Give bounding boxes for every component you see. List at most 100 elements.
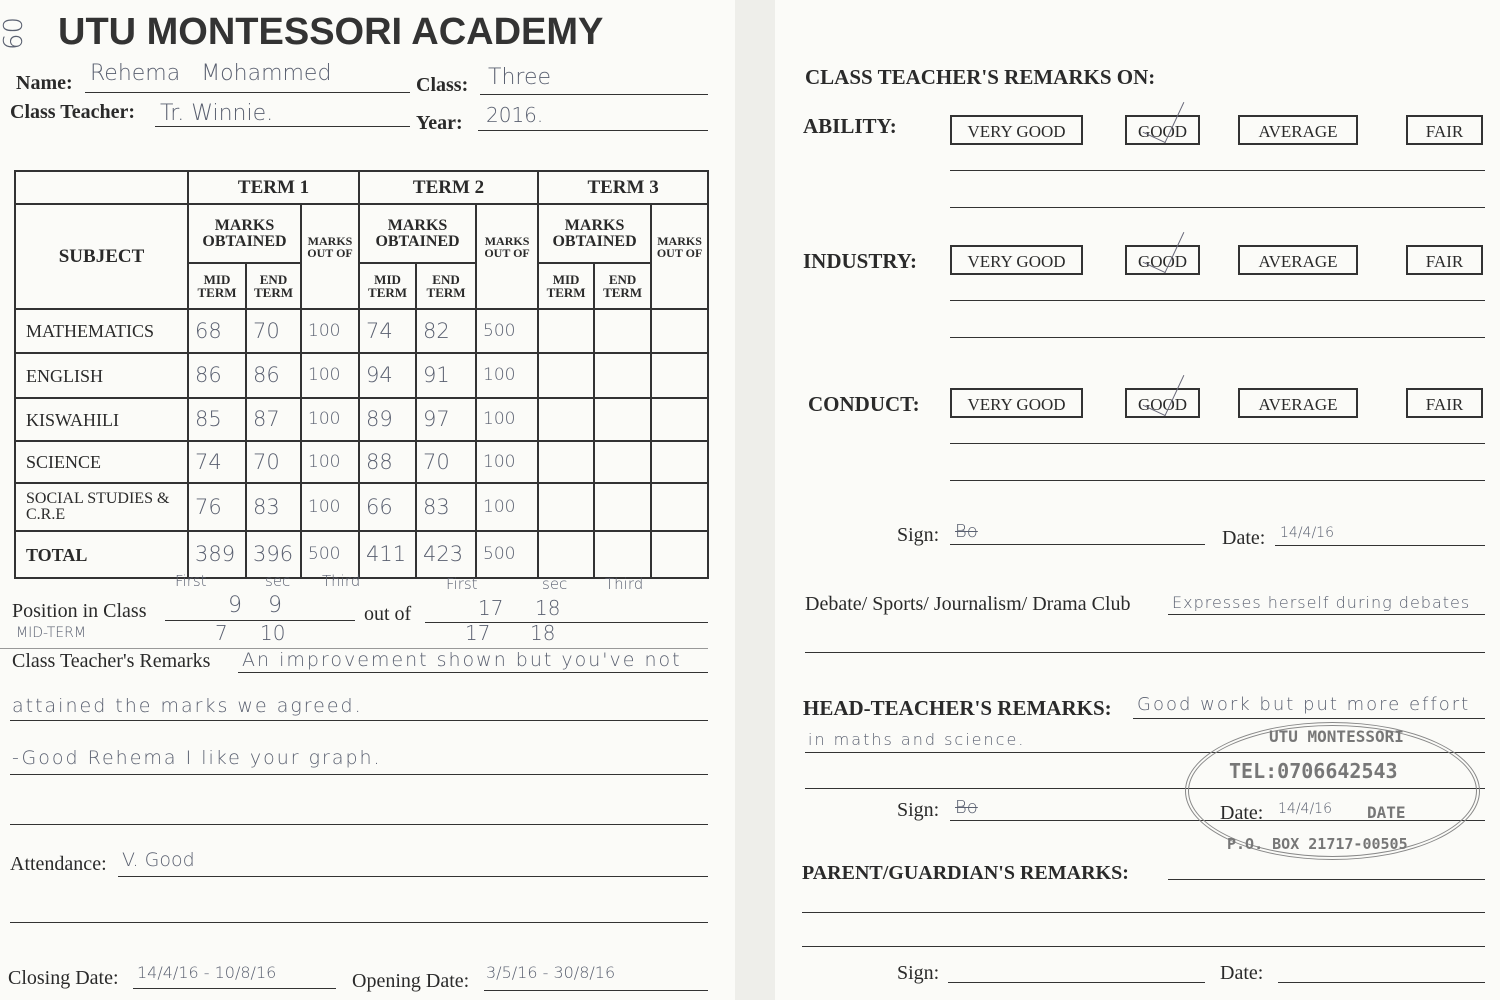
rating-option-fair[interactable]: FAIR [1406,115,1483,145]
teacher-label: Class Teacher: [10,101,135,123]
term2-header: TERM 2 [358,170,540,205]
class-teacher-remarks-label: Class Teacher's Remarks [12,650,211,672]
mid-out-second: 18 [530,621,556,645]
mark-cell: 82 [415,308,478,354]
mark-cell: 100 [475,482,540,532]
mark-cell [650,397,710,442]
subject-cell: SCIENCE [14,440,189,484]
rating-option-fair[interactable]: FAIR [1406,388,1483,418]
name-label: Name: [16,72,73,94]
mark-cell [537,308,596,354]
rating-option-good[interactable]: GOOD [1125,388,1200,418]
subject-header: SUBJECT [14,203,189,310]
mark-cell [537,440,596,484]
mark-cell: 100 [299,397,361,442]
table-row: SOCIAL STUDIES & C.R.E 76 83 100 66 83 100 [14,482,710,532]
marks-obtained-header: MARKS OBTAINED [187,203,302,264]
mark-cell: 85 [187,397,247,442]
mark-cell: 74 [358,308,418,354]
teacher-value: Tr. Winnie. [160,101,274,126]
mark-cell [650,308,710,354]
parent-sign-label: Sign: [897,962,940,984]
opening-date-label: Opening Date: [352,970,470,992]
closing-date-value: 14/4/16 - 10/8/16 [137,963,277,982]
head-signature: Bo [955,797,978,818]
mark-cell: 70 [415,440,478,484]
closing-date-label: Closing Date: [8,967,119,989]
mark-cell: 97 [415,397,478,442]
table-row: ENGLISH 86 86 100 94 91 100 [14,352,710,399]
mark-cell: 88 [358,440,418,484]
rating-option-fair[interactable]: FAIR [1406,245,1483,275]
class-label: Class: [416,74,469,96]
school-stamp: UTU MONTESSORI TEL:0706642543 DATE P.O. … [1185,722,1480,860]
teacher-sign-label: Sign: [897,524,940,546]
mark-cell: 86 [245,352,302,399]
mark-cell: 389 [187,530,247,579]
club-label: Debate/ Sports/ Journalism/ Drama Club [805,593,1131,615]
rating-option-very-good[interactable]: VERY GOOD [950,388,1083,418]
rating-option-very-good[interactable]: VERY GOOD [950,115,1083,145]
mark-cell [593,440,653,484]
rating-label: ABILITY: [803,114,897,138]
mark-cell: 100 [299,308,361,354]
subject-cell: SOCIAL STUDIES & C.R.E [14,482,189,532]
first-term-note: First [446,575,478,593]
marks-table: TERM 1 TERM 2 TERM 3 SUBJECT MARKS OBTAINE… [14,170,710,579]
mark-cell [650,530,710,579]
mark-cell [537,482,596,532]
mid-term-header: MID TERM [537,262,596,310]
rating-option-average[interactable]: AVERAGE [1238,115,1358,145]
stamp-tel: TEL:0706642543 [1229,759,1398,783]
mark-cell: 70 [245,308,302,354]
mark-cell: 411 [358,530,418,579]
mark-cell: 500 [475,308,540,354]
marks-obtained-header: MARKS OBTAINED [358,203,478,264]
out-of-label: out of [364,603,412,625]
third-term-note: Third [605,575,644,593]
mark-cell [593,482,653,532]
rating-option-average[interactable]: AVERAGE [1238,388,1358,418]
opening-date-value: 3/5/16 - 30/8/16 [486,963,616,982]
position-second: 9 [268,593,282,618]
end-term-header: END TERM [415,262,478,310]
table-row: TOTAL 389 396 500 411 423 500 [14,530,710,579]
stamp-name: UTU MONTESSORI [1269,727,1404,746]
midterm-label: MID-TERM [16,625,86,641]
rating-option-very-good[interactable]: VERY GOOD [950,245,1083,275]
stamp-box: P.O. BOX 21717-00505 [1227,835,1408,853]
out-of-first: 17 [478,596,504,620]
mark-cell: 89 [358,397,418,442]
class-value: Three [488,65,552,90]
mark-cell: 74 [187,440,247,484]
mark-cell: 94 [358,352,418,399]
club-value: Expresses herself during debates [1172,593,1471,612]
stamp-date: DATE [1367,803,1406,822]
parent-date-label: Date: [1220,962,1264,984]
marks-out-of-header: MARKS OUT OF [299,203,361,310]
year-label: Year: [416,112,463,134]
head-remarks-line-2: in maths and science. [808,730,1026,749]
student-name: Rehema Mohammed [90,61,332,86]
mid-out-first: 17 [465,621,491,645]
margin-note: 60 [0,16,29,50]
mark-cell: 500 [475,530,540,579]
school-name: UTU MONTESSORI ACADEMY [58,11,604,53]
marks-out-of-header: MARKS OUT OF [475,203,540,310]
position-label: Position in Class [12,600,147,622]
end-term-header: END TERM [245,262,302,310]
remarks-line-3: -Good Rehema I like your graph. [12,747,382,769]
remarks-line-2: attained the marks we agreed. [12,695,363,717]
subject-cell: KISWAHILI [14,397,189,442]
rating-option-good[interactable]: GOOD [1125,115,1200,145]
head-remarks-line-1: Good work but put more effort [1137,694,1471,715]
remarks-line-1: An improvement shown but you've not [242,649,682,671]
rating-label: INDUSTRY: [803,249,918,273]
subject-cell: ENGLISH [14,352,189,399]
mark-cell [593,530,653,579]
rating-option-average[interactable]: AVERAGE [1238,245,1358,275]
year-value: 2016. [486,103,544,127]
teacher-signature: Bo [955,521,978,542]
head-teacher-remarks-label: HEAD-TEACHER'S REMARKS: [803,696,1112,720]
rating-option-good[interactable]: GOOD [1125,245,1200,275]
